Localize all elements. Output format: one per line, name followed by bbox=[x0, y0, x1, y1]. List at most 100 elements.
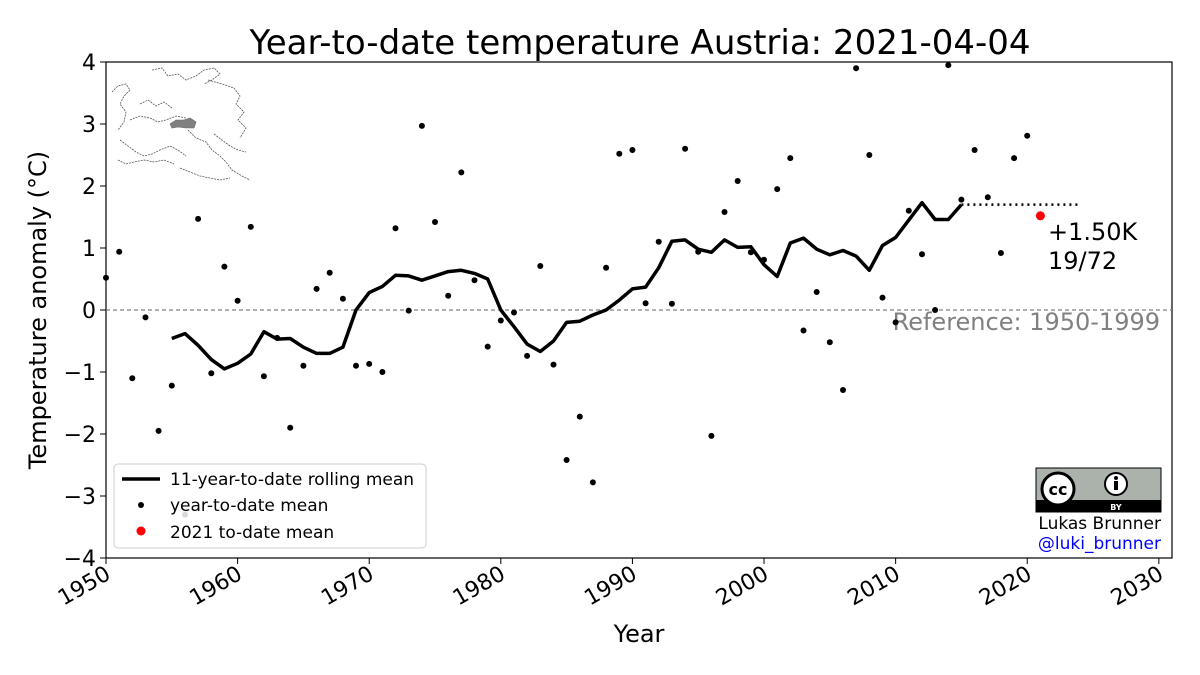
point-year-1991 bbox=[642, 300, 649, 307]
y-tick-label--4: −4 bbox=[64, 547, 96, 572]
by-text: BY bbox=[1110, 503, 1122, 512]
point-year-1972 bbox=[392, 225, 399, 232]
cc-text: cc bbox=[1049, 480, 1068, 499]
point-year-1987 bbox=[589, 479, 596, 486]
austria-map-inset bbox=[111, 67, 251, 181]
point-year-1980 bbox=[497, 317, 504, 324]
y-tick-label-2: 2 bbox=[82, 175, 96, 200]
annotation-rank: 19/72 bbox=[1048, 247, 1117, 275]
reference-label: Reference: 1950-1999 bbox=[893, 308, 1160, 336]
legend-label-rolling-mean: 11-year-to-date rolling mean bbox=[170, 470, 414, 490]
point-year-2001 bbox=[774, 186, 781, 193]
point-year-2004 bbox=[813, 289, 820, 295]
point-year-1976 bbox=[445, 292, 452, 299]
y-tick-label--2: −2 bbox=[64, 423, 96, 448]
point-year-1952 bbox=[129, 375, 136, 382]
point-year-1961 bbox=[247, 223, 254, 230]
point-year-1995 bbox=[695, 248, 702, 255]
legend-dot-2021 bbox=[136, 526, 146, 536]
point-year-2003 bbox=[800, 327, 807, 334]
point-year-1967 bbox=[326, 269, 333, 276]
y-tick-label--3: −3 bbox=[64, 485, 96, 510]
credit-author: Lukas Brunner bbox=[1038, 514, 1161, 534]
point-year-1979 bbox=[484, 343, 491, 350]
point-year-1966 bbox=[313, 285, 320, 292]
x-axis-label: Year bbox=[613, 620, 665, 648]
point-year-1958 bbox=[208, 370, 215, 377]
point-year-1968 bbox=[339, 295, 346, 302]
point-year-1986 bbox=[576, 413, 583, 420]
credit-handle[interactable]: @luki_brunner bbox=[1038, 534, 1161, 554]
point-year-1981 bbox=[511, 309, 517, 316]
point-year-1970 bbox=[366, 360, 373, 367]
x-tick-label-1990: 1990 bbox=[580, 562, 641, 612]
point-year-1951 bbox=[116, 248, 123, 255]
point-year-1985 bbox=[563, 457, 570, 463]
x-tick-label-1980: 1980 bbox=[449, 562, 510, 612]
legend: 11-year-to-date rolling mean year-to-dat… bbox=[113, 463, 427, 549]
point-year-1960 bbox=[234, 297, 241, 304]
point-year-2013 bbox=[932, 307, 939, 313]
point-year-1959 bbox=[221, 263, 228, 270]
y-tick-label-4: 4 bbox=[82, 51, 96, 76]
point-year-1982 bbox=[524, 352, 531, 359]
point-year-1999 bbox=[747, 249, 754, 256]
point-year-2006 bbox=[840, 387, 846, 393]
x-tick-label-2000: 2000 bbox=[712, 562, 773, 612]
legend-label-ytd-mean: year-to-date mean bbox=[170, 496, 328, 516]
x-tick-label-1960: 1960 bbox=[186, 562, 247, 612]
point-year-2017 bbox=[984, 194, 991, 201]
point-year-1971 bbox=[379, 369, 386, 375]
point-year-1962 bbox=[260, 373, 267, 380]
point-year-2011 bbox=[905, 207, 912, 214]
point-year-2014 bbox=[945, 62, 952, 69]
point-year-1969 bbox=[353, 362, 359, 369]
point-year-1974 bbox=[418, 122, 425, 129]
point-year-2016 bbox=[971, 147, 978, 153]
point-year-1955 bbox=[168, 382, 175, 389]
y-tick-label-1: 1 bbox=[82, 237, 96, 262]
x-tick-label-2030: 2030 bbox=[1107, 562, 1168, 612]
point-year-2018 bbox=[997, 250, 1004, 256]
point-year-1977 bbox=[458, 169, 465, 176]
point-year-1957 bbox=[195, 215, 202, 222]
point-year-1997 bbox=[721, 209, 728, 215]
point-year-1964 bbox=[287, 424, 294, 431]
legend-dot-ytd bbox=[138, 502, 144, 508]
point-year-1973 bbox=[405, 307, 412, 314]
y-axis-label: Temperature anomaly (°C) bbox=[24, 151, 52, 470]
credit-block: cc BY Lukas Brunner @luki_brunner bbox=[1035, 467, 1162, 554]
x-tick-label-1970: 1970 bbox=[317, 562, 378, 612]
point-year-1984 bbox=[550, 361, 557, 368]
cc-by-badge: cc BY bbox=[1035, 467, 1162, 513]
point-year-2015 bbox=[958, 196, 965, 203]
chart-title: Year-to-date temperature Austria: 2021-0… bbox=[248, 23, 1030, 63]
point-year-2008 bbox=[866, 152, 873, 158]
y-tick-label-3: 3 bbox=[82, 113, 96, 138]
point-year-2019 bbox=[1011, 155, 1018, 162]
legend-box bbox=[113, 463, 427, 549]
point-year-1996 bbox=[708, 432, 715, 439]
point-2021-to-date bbox=[1035, 211, 1045, 221]
point-year-1990 bbox=[629, 147, 636, 153]
point-year-1965 bbox=[300, 362, 307, 369]
annotation-anomaly: +1.50K bbox=[1048, 218, 1139, 246]
point-year-2010 bbox=[892, 319, 899, 326]
point-year-1963 bbox=[274, 334, 281, 341]
point-year-2000 bbox=[761, 256, 767, 263]
y-tick-label--1: −1 bbox=[64, 361, 96, 386]
x-tick-label-2020: 2020 bbox=[975, 562, 1036, 612]
point-year-1992 bbox=[655, 238, 662, 245]
point-year-1988 bbox=[603, 264, 610, 271]
rolling-mean-line bbox=[171, 200, 963, 371]
point-year-1998 bbox=[734, 178, 741, 184]
point-year-2007 bbox=[853, 65, 860, 72]
point-year-2005 bbox=[826, 339, 833, 346]
point-year-2002 bbox=[787, 155, 794, 162]
point-year-2009 bbox=[879, 294, 886, 301]
point-year-1989 bbox=[616, 150, 623, 157]
point-year-1993 bbox=[668, 300, 675, 307]
point-year-1983 bbox=[537, 263, 544, 269]
point-year-2020 bbox=[1024, 132, 1031, 139]
